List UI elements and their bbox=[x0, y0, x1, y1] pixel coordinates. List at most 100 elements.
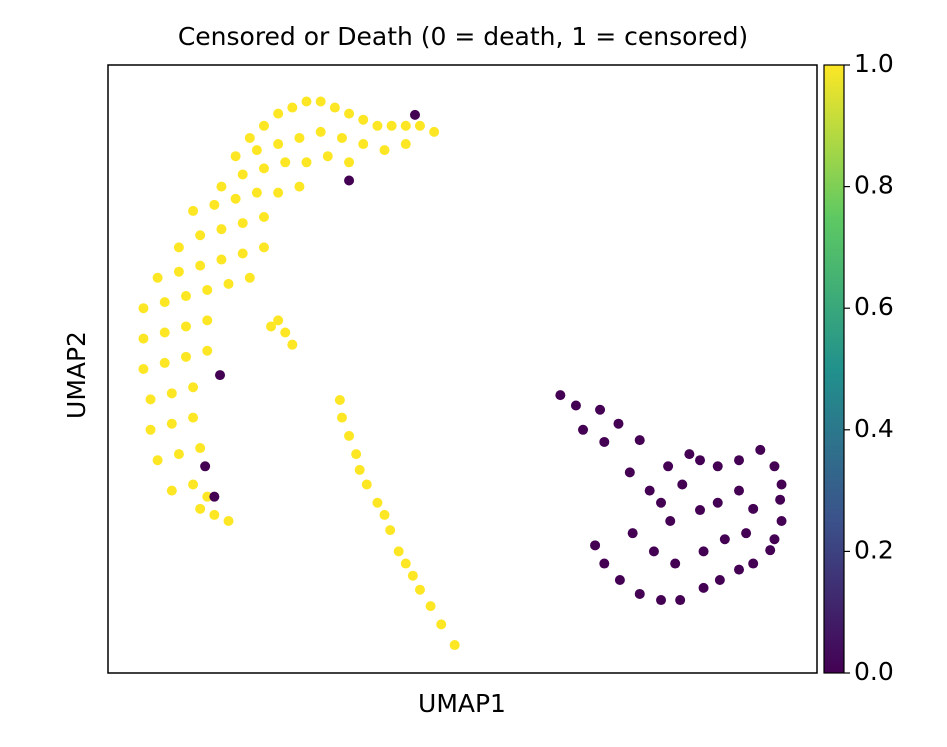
point bbox=[195, 260, 206, 271]
point bbox=[188, 205, 199, 216]
point bbox=[258, 120, 269, 131]
point bbox=[765, 545, 776, 556]
point bbox=[714, 574, 725, 585]
point bbox=[138, 333, 149, 344]
point bbox=[599, 558, 610, 569]
point bbox=[258, 163, 269, 174]
point bbox=[287, 339, 298, 350]
point bbox=[173, 266, 184, 277]
point bbox=[698, 546, 709, 557]
point bbox=[216, 224, 227, 235]
point bbox=[712, 497, 723, 508]
point bbox=[244, 132, 255, 143]
point bbox=[393, 546, 404, 557]
point bbox=[138, 364, 149, 374]
point bbox=[414, 584, 425, 595]
point bbox=[358, 114, 369, 125]
point bbox=[675, 595, 686, 606]
point bbox=[209, 509, 220, 520]
point bbox=[379, 509, 390, 520]
point bbox=[385, 525, 396, 536]
point bbox=[400, 558, 411, 569]
point bbox=[273, 139, 284, 150]
point bbox=[180, 351, 191, 362]
point bbox=[719, 534, 730, 545]
point bbox=[230, 193, 241, 204]
point bbox=[372, 497, 383, 508]
point bbox=[188, 479, 199, 490]
point bbox=[180, 291, 191, 302]
point bbox=[734, 564, 745, 575]
point bbox=[634, 588, 645, 599]
point bbox=[449, 640, 460, 651]
point bbox=[436, 619, 447, 630]
point bbox=[386, 120, 397, 131]
point bbox=[322, 151, 333, 162]
point bbox=[223, 516, 234, 526]
point bbox=[695, 455, 706, 466]
point bbox=[258, 212, 269, 222]
point bbox=[180, 321, 191, 332]
point bbox=[223, 278, 234, 289]
point bbox=[414, 120, 425, 131]
point bbox=[358, 139, 369, 150]
point bbox=[570, 400, 581, 411]
point bbox=[195, 503, 206, 514]
point bbox=[166, 485, 177, 496]
point bbox=[188, 412, 199, 423]
point bbox=[656, 595, 667, 606]
point bbox=[400, 139, 411, 150]
point bbox=[294, 132, 305, 143]
point bbox=[209, 491, 220, 502]
point bbox=[372, 120, 383, 131]
point bbox=[665, 516, 676, 526]
point bbox=[138, 303, 149, 314]
point bbox=[590, 540, 601, 551]
point bbox=[695, 505, 706, 516]
point bbox=[280, 327, 291, 338]
colorbar bbox=[823, 64, 845, 674]
point bbox=[237, 218, 248, 229]
point bbox=[634, 435, 645, 446]
colorbar-tick-label: 0.0 bbox=[854, 657, 894, 686]
x-axis-label: UMAP1 bbox=[418, 689, 506, 718]
point bbox=[244, 272, 255, 283]
point bbox=[354, 464, 365, 475]
point bbox=[344, 430, 355, 441]
point bbox=[334, 395, 345, 406]
point bbox=[237, 169, 248, 180]
point bbox=[677, 479, 688, 490]
point bbox=[648, 546, 659, 557]
point bbox=[595, 404, 606, 415]
point bbox=[159, 327, 170, 338]
point bbox=[425, 601, 436, 612]
point bbox=[237, 248, 248, 259]
point bbox=[614, 574, 625, 585]
point bbox=[294, 181, 305, 192]
point bbox=[555, 390, 566, 401]
point bbox=[173, 449, 184, 460]
point bbox=[734, 455, 745, 466]
point bbox=[166, 388, 177, 399]
point bbox=[351, 449, 362, 460]
point bbox=[301, 96, 312, 107]
point bbox=[755, 444, 766, 455]
chart-title: Censored or Death (0 = death, 1 = censor… bbox=[178, 22, 748, 51]
point bbox=[152, 455, 163, 466]
point bbox=[230, 151, 241, 162]
point bbox=[407, 570, 418, 581]
point bbox=[578, 424, 589, 435]
point bbox=[698, 582, 709, 593]
point bbox=[769, 534, 780, 545]
point bbox=[776, 516, 787, 526]
point bbox=[202, 345, 213, 356]
point bbox=[280, 157, 291, 168]
point bbox=[202, 315, 213, 326]
point bbox=[216, 254, 227, 265]
point bbox=[152, 272, 163, 283]
point bbox=[329, 102, 340, 113]
y-axis-label: UMAP2 bbox=[62, 331, 91, 419]
point bbox=[769, 461, 780, 472]
point bbox=[336, 412, 347, 423]
